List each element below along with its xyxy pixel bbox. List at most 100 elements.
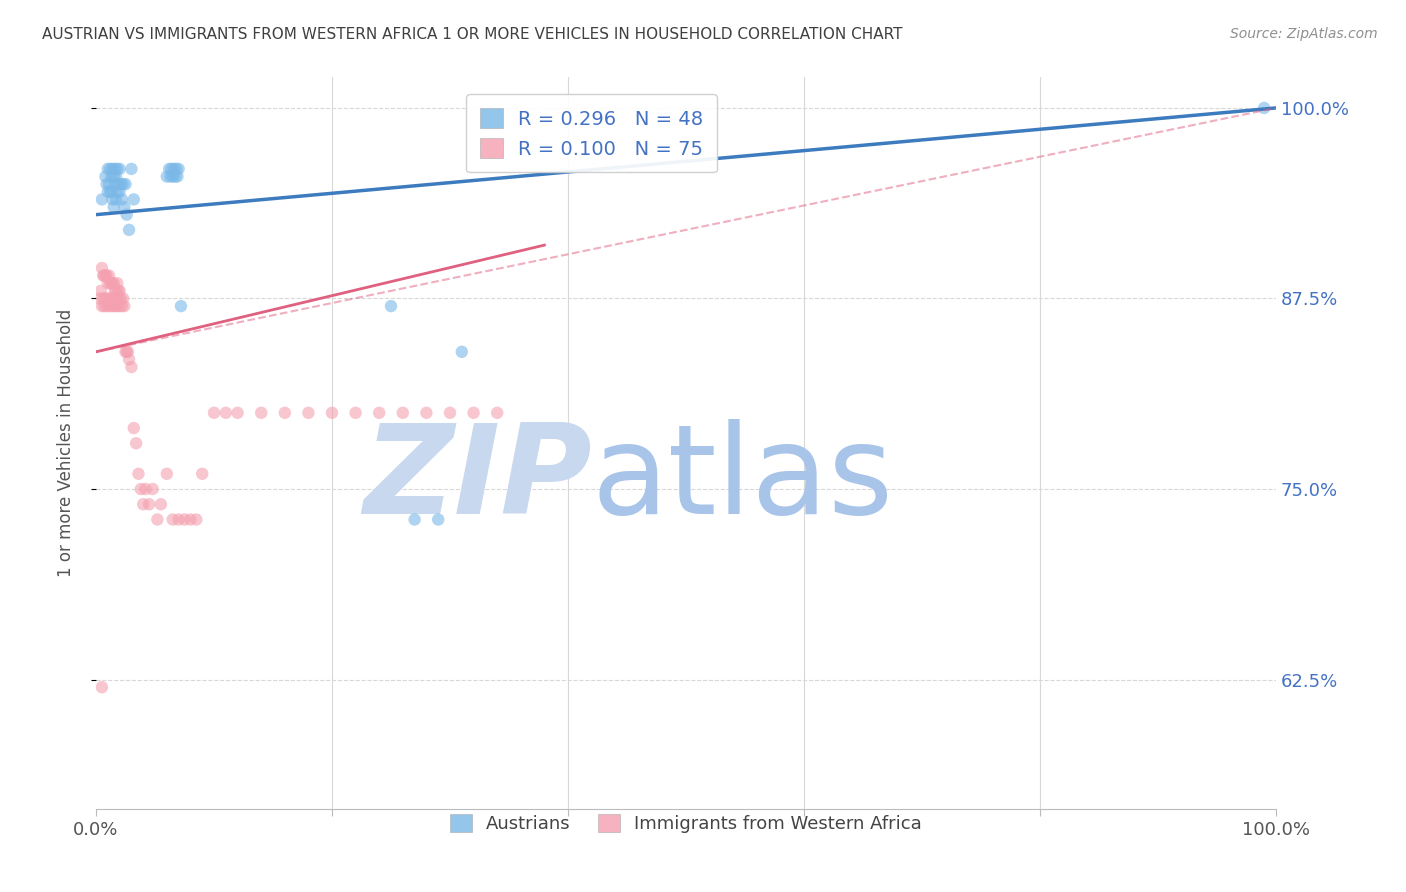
Point <box>159 169 181 184</box>
Point <box>344 406 367 420</box>
Point <box>391 406 413 420</box>
Point <box>156 467 179 481</box>
Point <box>226 406 249 420</box>
Point <box>368 406 391 420</box>
Point <box>163 161 186 176</box>
Point <box>90 284 112 298</box>
Point <box>215 406 238 420</box>
Point <box>186 512 208 526</box>
Point <box>167 512 190 526</box>
Point <box>173 512 195 526</box>
Point <box>98 161 121 176</box>
Legend: Austrians, Immigrants from Western Africa: Austrians, Immigrants from Western Afric… <box>439 803 932 844</box>
Point <box>120 360 142 375</box>
Point <box>98 268 121 283</box>
Point <box>165 161 187 176</box>
Point <box>112 200 135 214</box>
Point <box>112 177 135 191</box>
Point <box>108 161 131 176</box>
Point <box>111 299 134 313</box>
Point <box>101 193 124 207</box>
Point <box>129 482 152 496</box>
Point <box>250 406 273 420</box>
Point <box>115 208 138 222</box>
Point <box>105 169 128 184</box>
Point <box>156 169 179 184</box>
Point <box>91 292 114 306</box>
Point <box>125 436 148 450</box>
Text: ZIP: ZIP <box>363 419 592 541</box>
Point <box>202 406 225 420</box>
Point <box>110 292 132 306</box>
Point <box>120 161 142 176</box>
Point <box>191 467 214 481</box>
Point <box>1253 101 1275 115</box>
Point <box>98 177 121 191</box>
Point <box>89 292 111 306</box>
Point <box>138 497 160 511</box>
Point <box>118 223 141 237</box>
Point <box>110 177 132 191</box>
Point <box>108 185 131 199</box>
Point <box>96 177 118 191</box>
Point <box>94 268 117 283</box>
Point <box>112 299 135 313</box>
Point <box>98 277 121 291</box>
Point <box>128 467 150 481</box>
Point <box>135 482 157 496</box>
Point <box>122 193 145 207</box>
Point <box>103 277 125 291</box>
Y-axis label: 1 or more Vehicles in Household: 1 or more Vehicles in Household <box>58 310 75 577</box>
Point <box>90 680 112 694</box>
Point <box>98 185 121 199</box>
Point <box>132 497 155 511</box>
Point <box>98 292 121 306</box>
Point <box>105 277 128 291</box>
Point <box>94 292 117 306</box>
Point <box>107 284 129 298</box>
Point <box>274 406 297 420</box>
Point <box>107 177 129 191</box>
Point <box>90 299 112 313</box>
Point <box>96 299 118 313</box>
Point <box>104 292 127 306</box>
Point <box>450 344 472 359</box>
Point <box>100 169 122 184</box>
Point <box>103 169 125 184</box>
Point <box>97 292 120 306</box>
Text: Source: ZipAtlas.com: Source: ZipAtlas.com <box>1230 27 1378 41</box>
Point <box>104 161 127 176</box>
Point <box>118 352 141 367</box>
Point <box>94 169 117 184</box>
Point <box>90 260 112 275</box>
Point <box>108 284 131 298</box>
Point <box>100 185 122 199</box>
Point <box>105 185 128 199</box>
Point <box>97 277 120 291</box>
Text: AUSTRIAN VS IMMIGRANTS FROM WESTERN AFRICA 1 OR MORE VEHICLES IN HOUSEHOLD CORRE: AUSTRIAN VS IMMIGRANTS FROM WESTERN AFRI… <box>42 27 903 42</box>
Point <box>115 344 138 359</box>
Point <box>146 512 169 526</box>
Point <box>98 299 121 313</box>
Point <box>321 406 343 420</box>
Point <box>91 268 114 283</box>
Point <box>463 406 485 420</box>
Point <box>439 406 461 420</box>
Point <box>100 277 122 291</box>
Point <box>415 406 437 420</box>
Point <box>114 344 136 359</box>
Point <box>179 512 201 526</box>
Point <box>105 284 128 298</box>
Point <box>104 177 127 191</box>
Point <box>93 299 115 313</box>
Point <box>297 406 319 420</box>
Point <box>427 512 450 526</box>
Point <box>108 299 131 313</box>
Point <box>105 299 128 313</box>
Point <box>162 512 184 526</box>
Point <box>122 421 145 435</box>
Point <box>105 193 128 207</box>
Point <box>111 193 134 207</box>
Point <box>380 299 402 313</box>
Point <box>167 161 190 176</box>
